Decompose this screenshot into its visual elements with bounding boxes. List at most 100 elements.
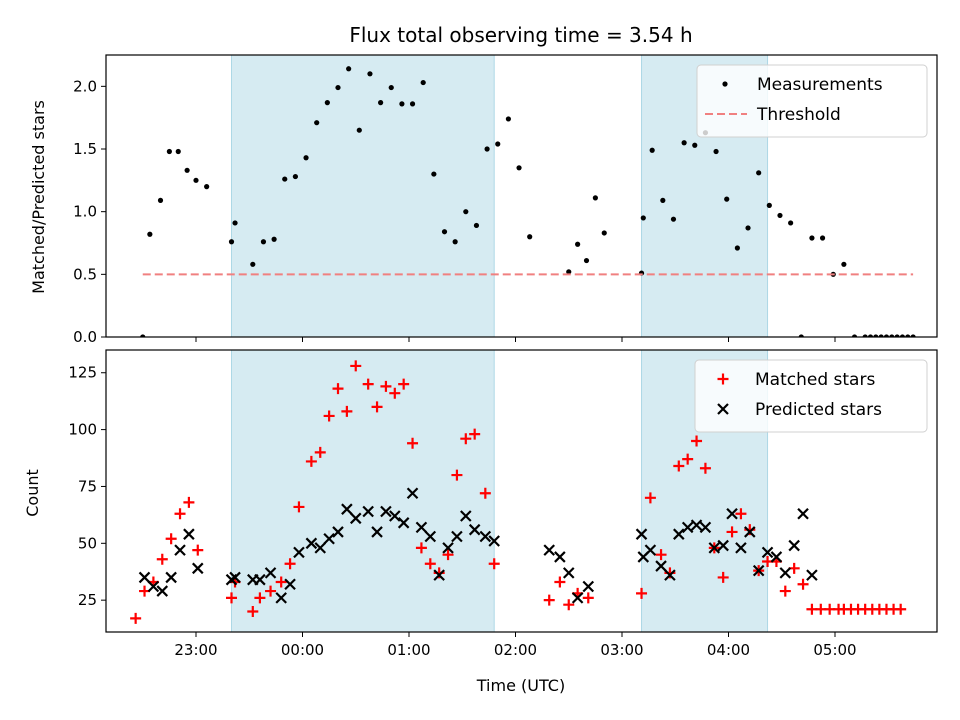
matched-stars-point	[305, 455, 317, 467]
measurement-point	[346, 66, 352, 72]
predicted-stars-point	[229, 571, 241, 584]
predicted-stars-point	[293, 546, 305, 559]
predicted-stars-point	[726, 507, 738, 520]
measurement-point	[409, 101, 416, 107]
matched-stars-point	[895, 603, 907, 615]
measurement-point	[335, 84, 341, 91]
x-tick-label: 04:00	[707, 641, 750, 659]
measurement-point	[867, 334, 874, 337]
matched-stars-point	[332, 383, 344, 395]
bottom-legend: Matched stars Predicted stars	[694, 359, 928, 433]
bottom-y-tick-label: 25	[78, 591, 97, 609]
top-panel: Matched/Predicted stars 0.0 0.5 1.0 1.5 2.0 M…	[29, 54, 938, 346]
matched-stars-point	[323, 410, 335, 422]
predicted-stars-point	[323, 532, 335, 545]
predicted-stars-point	[138, 571, 151, 584]
measurement-point	[228, 239, 235, 245]
measurement-point	[809, 235, 815, 241]
measurement-point	[505, 116, 511, 122]
predicted-stars-point	[389, 510, 401, 522]
predicted-stars-point	[664, 569, 676, 581]
measurement-point	[282, 176, 288, 182]
measurement-point	[193, 177, 199, 183]
top-legend: Measurements Threshold	[696, 64, 928, 138]
matched-stars-point	[554, 576, 566, 588]
predicted-stars-point	[681, 521, 694, 534]
top-y-tick-label: 1.0	[73, 203, 97, 221]
matched-stars-point	[644, 492, 656, 504]
measurement-point	[378, 100, 384, 106]
predicted-stars-point	[156, 585, 169, 597]
predicted-stars-point	[349, 512, 362, 525]
measurement-point	[420, 79, 426, 86]
predicted-stars-point	[165, 571, 177, 584]
predicted-stars-point	[254, 573, 266, 586]
bottom-legend-box	[694, 359, 928, 433]
matched-stars-point	[389, 387, 401, 399]
measurement-point	[147, 231, 153, 237]
bottom-panel: Count Time (UTC) 25 50 75 100 125 23:00 00:00 0…	[23, 349, 938, 695]
predicted-stars-point	[797, 507, 809, 520]
measurement-point	[798, 334, 804, 337]
top-y-tick-label: 0.0	[73, 328, 97, 346]
chart-title: Flux total observing time = 3.54 h	[349, 23, 692, 47]
matched-stars-point	[655, 549, 667, 561]
predicted-stars-point	[460, 510, 472, 522]
series-predicted-stars	[138, 487, 818, 604]
predicted-stars-point	[433, 569, 445, 581]
predicted-stars-point	[264, 567, 277, 579]
matched-stars-point	[275, 576, 287, 588]
predicted-stars-point	[735, 542, 747, 554]
x-tick-label: 23:00	[174, 641, 217, 659]
matched-stars-point	[779, 585, 791, 597]
predicted-stars-point	[314, 542, 327, 554]
measurement-point	[777, 212, 783, 219]
predicted-stars-point	[562, 567, 575, 579]
matched-stars-point	[442, 549, 454, 561]
matched-stars-point	[451, 469, 463, 481]
predicted-stars-point	[699, 521, 712, 534]
measurement-point	[575, 241, 581, 247]
measurement-point	[495, 141, 501, 147]
top-y-tick-label: 0.5	[73, 265, 97, 283]
predicted-stars-point	[761, 546, 774, 559]
bottom-plot-area	[130, 350, 907, 632]
matched-stars-point	[582, 592, 594, 604]
predicted-stars-point	[371, 526, 383, 538]
predicted-stars-point	[673, 528, 685, 540]
predicted-stars-point	[380, 505, 392, 518]
x-tick-label: 02:00	[494, 641, 537, 659]
matched-stars-point	[371, 401, 383, 413]
legend-predicted-marker	[717, 403, 729, 415]
predicted-stars-point	[397, 517, 410, 529]
matched-stars-point	[682, 453, 694, 465]
predicted-stars-point	[655, 560, 667, 572]
measurement-point	[292, 173, 298, 180]
bottom-axes-frame	[105, 349, 938, 633]
predicted-stars-point	[406, 487, 419, 500]
predicted-stars-point	[717, 539, 729, 552]
measurement-point	[878, 334, 884, 337]
measurement-point	[894, 334, 900, 337]
measurement-point	[788, 220, 794, 226]
measurement-point	[883, 334, 890, 337]
measurement-point	[566, 269, 572, 275]
predicted-stars-point	[468, 523, 481, 536]
measurement-point	[484, 146, 490, 152]
measurement-point	[851, 334, 858, 337]
predicted-stars-point	[752, 564, 765, 577]
predicted-stars-point	[690, 519, 703, 531]
measurement-point	[204, 184, 210, 190]
predicted-stars-point	[543, 544, 556, 556]
matched-stars-point	[488, 558, 500, 570]
predicted-stars-point	[582, 580, 595, 593]
matched-stars-point	[174, 508, 186, 520]
top-legend-box	[696, 64, 928, 138]
bottom-y-tick-label: 125	[68, 364, 97, 382]
bottom-shaded-interval	[231, 350, 495, 632]
predicted-stars-point	[635, 528, 648, 540]
x-tick-label: 05:00	[813, 641, 856, 659]
predicted-stars-point	[451, 530, 463, 543]
predicted-stars-point	[305, 537, 318, 550]
measurement-point	[271, 236, 277, 242]
